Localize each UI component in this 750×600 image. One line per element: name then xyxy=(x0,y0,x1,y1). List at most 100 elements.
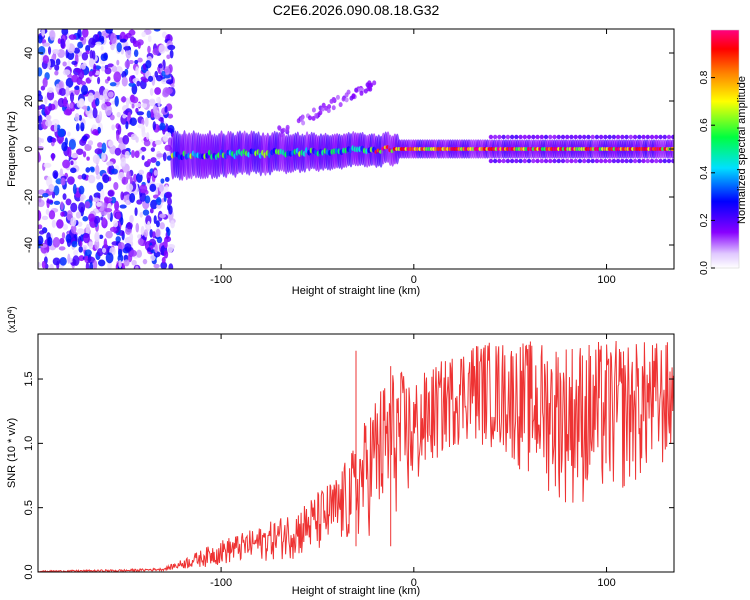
spectrogram-noise-cell xyxy=(100,53,108,62)
spectrogram-noise-cell xyxy=(97,76,101,85)
spectrogram-noise-cell xyxy=(110,33,117,45)
colorbar: 0.0 0.2 0.4 0.6 0.8 Normalized spectral ampl… xyxy=(699,29,748,275)
spectrogram-noise-cell xyxy=(38,210,42,221)
spectrogram-sideband-cell xyxy=(522,134,528,140)
spectrogram-noise-cell xyxy=(106,161,114,167)
spectrogram-noise-cell xyxy=(38,230,45,235)
spectrogram-noise-cell xyxy=(93,63,97,75)
spectrogram-noise-cell xyxy=(107,76,111,81)
spectrogram-noise-cell xyxy=(95,41,102,46)
spectrogram-drift-cell xyxy=(320,106,325,112)
spectrogram-noise-cell xyxy=(160,261,168,269)
spectrogram-noise-cell xyxy=(137,41,141,49)
spectrogram-noise-cell xyxy=(38,261,41,268)
spectrogram-noise-cell xyxy=(98,234,104,240)
spectrogram-noise-cell xyxy=(89,49,94,60)
spectrogram-noise-cell xyxy=(94,231,100,243)
spectrogram-sideband-cell xyxy=(505,158,511,164)
spectrogram-noise-cell xyxy=(105,230,113,239)
spectrogram-noise-cell xyxy=(126,171,131,180)
spectrogram-noise-cell xyxy=(89,262,94,269)
spectrogram-ytick-label: -40 xyxy=(23,237,35,253)
spectrogram-noise-cell xyxy=(42,77,48,88)
spectrogram-sideband-cell xyxy=(501,134,506,140)
spectrogram-noise-cell xyxy=(60,177,66,186)
spectrogram-sideband-cell xyxy=(603,134,608,140)
spectrogram-noise-cell xyxy=(80,122,85,132)
spectrogram-ytick-label: 40 xyxy=(23,47,35,59)
spectrogram-noise-cell xyxy=(38,235,44,246)
spectrogram-sideband-cell xyxy=(535,134,540,140)
spectrogram-noise-cell xyxy=(101,151,106,162)
spectrogram-sideband-cell xyxy=(598,134,604,140)
spectrogram-noise-cell xyxy=(131,103,135,109)
spectrogram-drift-cell xyxy=(285,127,290,133)
spectrogram-noise-cell xyxy=(117,254,124,263)
spectrogram-drift-cell xyxy=(344,97,349,103)
snr-ytick-label: 1.0 xyxy=(23,436,35,451)
spectrogram-noise-cell xyxy=(103,196,109,203)
spectrogram-sideband-cell xyxy=(543,158,549,164)
spectrogram-noise-cell xyxy=(79,98,85,108)
spectrogram-noise-cell xyxy=(51,137,57,143)
spectrogram-drift-cell xyxy=(311,115,316,121)
spectrogram-noise-cell xyxy=(140,225,145,236)
spectrogram-noise-cell xyxy=(84,201,91,209)
spectrogram-noise-cell xyxy=(133,173,138,183)
spectrogram-noise-cell xyxy=(75,211,82,219)
spectrogram-noise-cell xyxy=(48,183,55,192)
spectrogram-noise-cell xyxy=(109,145,117,155)
spectrogram-noise-cell xyxy=(86,105,91,112)
spectrogram-noise-cell xyxy=(70,216,77,227)
spectrogram-sideband-cell xyxy=(620,134,625,140)
spectrogram-noise-cell xyxy=(125,48,132,59)
spectrogram-sideband-cell xyxy=(641,134,646,140)
spectrogram-noise-cell xyxy=(45,208,50,215)
spectrogram-noise-cell xyxy=(167,113,174,119)
snr-multiplier-exponent: 4 xyxy=(7,310,14,314)
spectrogram-noise-cell xyxy=(122,114,127,119)
spectrogram-noise-cell xyxy=(38,93,43,102)
spectrogram-sideband-cell xyxy=(607,134,612,140)
spectrogram-noise-cell xyxy=(40,243,48,248)
spectrogram-noise-cell xyxy=(145,132,150,140)
spectrogram-noise-cell xyxy=(125,121,129,130)
spectrogram-noise-cell xyxy=(105,29,113,34)
spectrogram-sideband-cell xyxy=(543,134,549,140)
spectrogram-noise-cell xyxy=(152,48,159,56)
spectrogram-noise-cell xyxy=(107,91,114,98)
spectrogram-noise-cell xyxy=(155,160,161,167)
spectrogram-noise-cell xyxy=(38,45,46,56)
spectrogram-noise-cell xyxy=(75,123,80,132)
spectrogram-sideband-cell xyxy=(628,158,634,164)
spectrogram-panel: -100 0 100 -40 -20 0 20 40 Height of straight l… xyxy=(6,28,675,297)
spectrogram-noise-cell xyxy=(73,47,80,54)
spectrogram-noise-cell xyxy=(78,114,83,121)
snr-xtick-label: -100 xyxy=(210,577,232,589)
spectrogram-sideband-cell xyxy=(548,134,553,140)
spectrogram-noise-cell xyxy=(78,246,83,253)
spectrogram-noise-cell xyxy=(116,59,120,66)
spectrogram-noise-cell xyxy=(119,204,127,209)
spectrogram-noise-cell xyxy=(71,240,78,248)
spectrogram-noise-cell xyxy=(53,200,61,206)
spectrogram-noise-cell xyxy=(136,111,145,116)
spectrogram-noise-cell xyxy=(135,136,139,143)
spectrogram-noise-cell xyxy=(143,229,149,238)
spectrogram-noise-cell xyxy=(123,46,131,51)
spectrogram-noise-cell xyxy=(47,87,54,94)
spectrogram-noise-cell xyxy=(125,32,132,39)
spectrogram-noise-cell xyxy=(142,209,150,216)
spectrogram-drift-cell xyxy=(311,107,316,113)
spectrogram-noise-cell xyxy=(124,243,132,252)
spectrogram-noise-cell xyxy=(84,143,92,152)
spectrogram-ticks: -100 0 100 -40 -20 0 20 40 xyxy=(23,29,674,286)
spectrogram-noise-cell xyxy=(45,114,52,121)
spectrogram-noise-cell xyxy=(42,193,49,198)
spectrogram-noise-cell xyxy=(82,151,87,158)
spectrogram-sideband-cell xyxy=(569,158,574,164)
spectrogram-noise-cell xyxy=(141,98,150,104)
spectrogram-noise-cell xyxy=(149,88,154,96)
spectrogram-noise-cell xyxy=(77,41,84,49)
